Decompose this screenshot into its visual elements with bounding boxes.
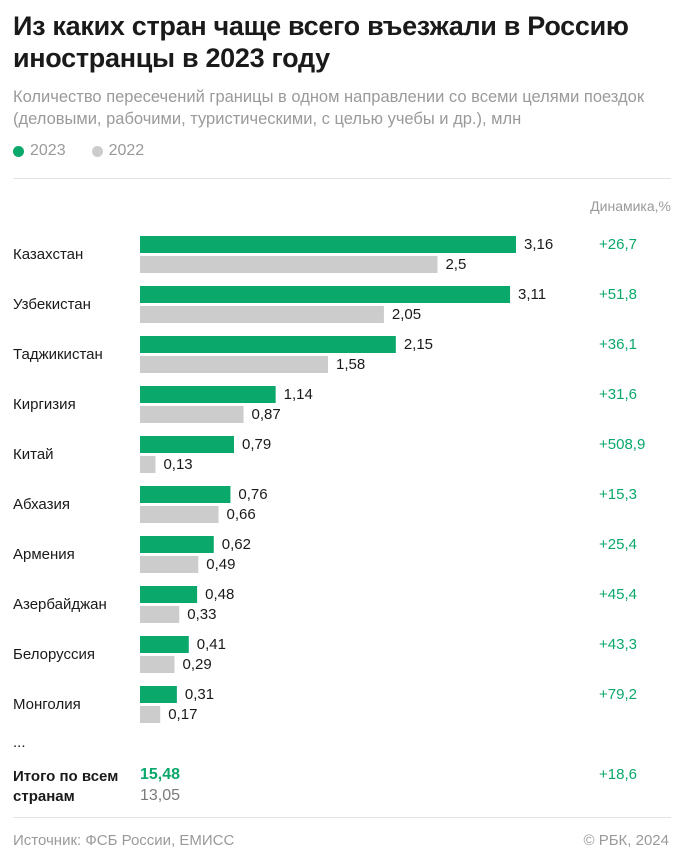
legend-item-2022: 2022 [91, 142, 145, 160]
bar-2022 [140, 556, 199, 573]
source-note: Источник: ФСБ России, ЕМИСС [13, 832, 235, 849]
category-label: Армения [13, 546, 75, 563]
value-label-2023: 0,48 [205, 586, 234, 603]
value-label-2022: 0,29 [183, 656, 212, 673]
chart-title: Из каких стран чаще всего въезжали в Рос… [13, 11, 629, 73]
value-label-2023: 3,16 [524, 236, 553, 253]
bar-2023 [140, 436, 234, 453]
dynamics-value: +36,1 [599, 336, 637, 353]
value-label-2023: 0,31 [185, 686, 214, 703]
dynamics-value: +508,9 [599, 436, 645, 453]
bar-2022 [140, 606, 180, 623]
dynamics-header: Динамика,% [590, 198, 671, 214]
legend-item-2023: 2023 [13, 142, 66, 160]
category-label: Китай [13, 446, 54, 463]
bar-2023 [140, 586, 198, 603]
bar-2023 [140, 286, 511, 303]
legend-dot-2022 [91, 145, 103, 157]
bar-2023 [140, 536, 214, 553]
category-label: Казахстан [13, 246, 83, 263]
dynamics-value: +25,4 [599, 536, 637, 553]
bar-2022 [140, 356, 328, 373]
dynamics-value: +45,4 [599, 586, 637, 603]
copyright: © РБК, 2024 [583, 832, 669, 849]
value-label-2022: 0,87 [252, 406, 281, 423]
total-value-2023: 15,48 [140, 766, 181, 783]
dynamics-value: +43,3 [599, 636, 637, 653]
value-label-2022: 0,13 [163, 456, 192, 473]
value-label-2023: 1,14 [284, 386, 313, 403]
bar-2023 [140, 336, 396, 353]
value-label-2022: 0,33 [187, 606, 216, 623]
legend-label-2023: 2023 [30, 142, 66, 159]
value-label-2022: 1,58 [336, 356, 365, 373]
value-label-2023: 0,41 [197, 636, 226, 653]
bar-2023 [140, 636, 189, 653]
value-label-2023: 2,15 [404, 336, 433, 353]
bar-2022 [140, 406, 244, 423]
legend-label-2022: 2022 [108, 142, 145, 159]
value-label-2022: 2,05 [392, 306, 421, 323]
value-label-2023: 0,76 [238, 486, 267, 503]
value-label-2022: 2,5 [445, 256, 466, 273]
bar-2023 [140, 686, 177, 703]
value-label-2023: 3,11 [518, 286, 546, 303]
bar-2022 [140, 506, 219, 523]
ellipsis: ... [13, 734, 26, 751]
category-label: Белоруссия [13, 646, 95, 663]
dynamics-value: +31,6 [599, 386, 637, 403]
category-label: Таджикистан [13, 346, 103, 363]
category-label: Азербайджан [13, 596, 107, 613]
bar-2023 [140, 236, 516, 253]
bar-2023 [140, 386, 276, 403]
bar-2022 [140, 706, 161, 723]
category-label: Абхазия [13, 496, 70, 513]
legend: 2023 2022 [13, 142, 170, 160]
legend-dot-2023 [13, 145, 24, 157]
bar-2022 [140, 656, 175, 673]
bar-2023 [140, 486, 231, 503]
value-label-2022: 0,17 [168, 706, 197, 723]
total-value-2022: 13,05 [140, 787, 181, 804]
dynamics-value: +26,7 [599, 236, 637, 253]
value-label-2022: 0,66 [227, 506, 256, 523]
chart-subtitle: Количество пересечений границы в одном н… [13, 88, 645, 128]
dynamics-value: +79,2 [599, 686, 637, 703]
category-label: Монголия [13, 696, 81, 713]
total-dynamics: +18,6 [599, 766, 637, 783]
bar-2022 [140, 306, 384, 323]
category-label: Киргизия [13, 396, 76, 413]
dynamics-value: +15,3 [599, 486, 637, 503]
top-divider [13, 178, 671, 179]
total-label: Итого по всем странам [13, 768, 119, 805]
bar-2022 [140, 256, 438, 273]
value-label-2022: 0,49 [206, 556, 235, 573]
value-label-2023: 0,62 [222, 536, 251, 553]
value-label-2023: 0,79 [242, 436, 271, 453]
dynamics-value: +51,8 [599, 286, 637, 303]
bottom-divider [13, 817, 671, 818]
bar-2022 [140, 456, 156, 473]
category-label: Узбекистан [13, 296, 91, 313]
